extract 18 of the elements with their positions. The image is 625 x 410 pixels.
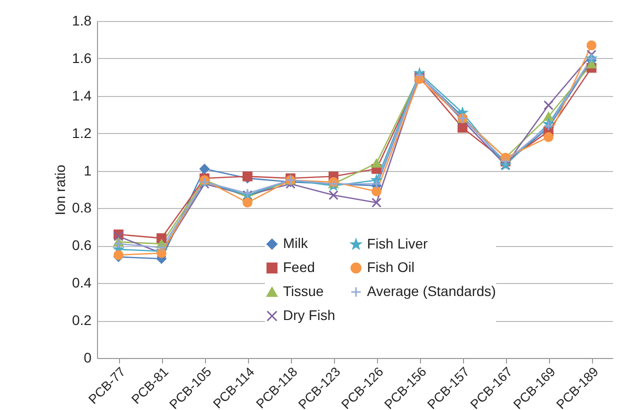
y-tick-label: 1.8: [72, 12, 92, 28]
y-tick-label: 0.8: [72, 200, 92, 216]
y-tick-label: 1.6: [72, 50, 92, 66]
legend-label: Feed: [283, 259, 315, 275]
y-tick-label: 0.6: [72, 237, 92, 254]
y-axis-title: Ion ratio: [52, 164, 68, 216]
legend-label: Average (Standards): [367, 283, 496, 299]
legend-label: Fish Liver: [367, 236, 428, 252]
legend-label: Milk: [283, 235, 309, 252]
y-tick-label: 0.4: [72, 274, 92, 291]
legend-label: Dry Fish: [283, 307, 336, 323]
legend-label: Fish Oil: [367, 259, 414, 275]
y-tick-label: 0.2: [72, 312, 92, 328]
y-tick-label: 1: [84, 162, 92, 178]
y-tick-label: 1.4: [72, 87, 92, 104]
legend-label: Tissue: [283, 283, 324, 299]
y-tick-label: 1.2: [72, 124, 92, 141]
y-tick-label: 0: [84, 350, 92, 366]
